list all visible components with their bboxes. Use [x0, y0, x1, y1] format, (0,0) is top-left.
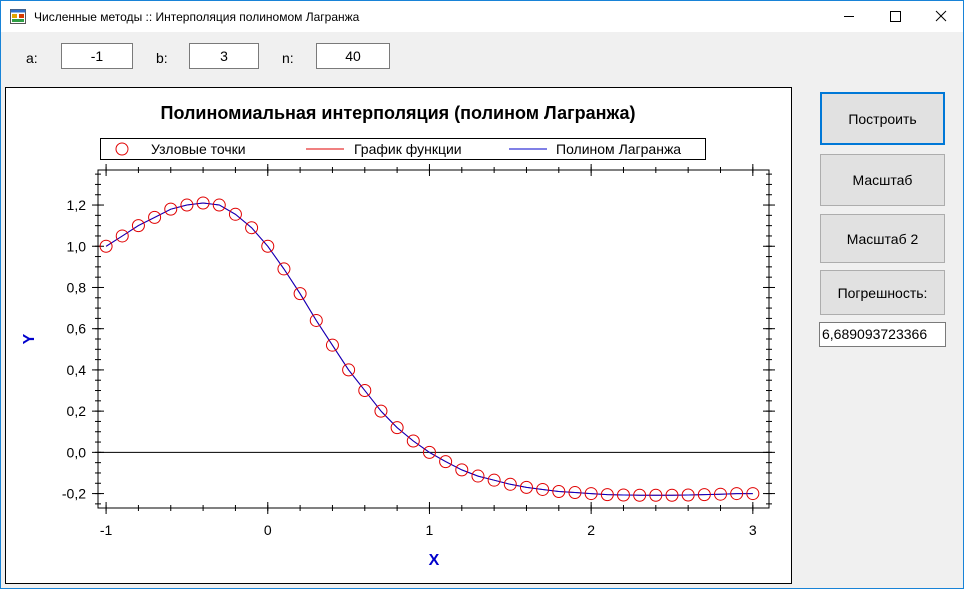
node-point — [746, 487, 760, 501]
y-tick-label: 0,8 — [67, 279, 87, 295]
a-input[interactable]: -1 — [61, 43, 133, 69]
node-point — [325, 338, 339, 352]
node-point — [342, 363, 356, 377]
b-input[interactable]: 3 — [189, 43, 259, 69]
b-label: b: — [156, 50, 168, 66]
close-icon — [935, 10, 947, 22]
node-point — [584, 487, 598, 501]
node-point — [649, 488, 663, 502]
node-point — [180, 198, 194, 212]
maximize-button[interactable] — [872, 1, 918, 32]
window-title: Численные методы :: Интерполяция полином… — [34, 10, 360, 24]
node-point — [374, 404, 388, 418]
node-point — [439, 455, 453, 469]
y-axis-label: Y — [21, 333, 38, 344]
scale-button[interactable]: Масштаб — [820, 154, 945, 206]
node-point — [228, 207, 242, 221]
node-point — [164, 202, 178, 216]
node-point — [665, 488, 679, 502]
minimize-button[interactable] — [826, 1, 872, 32]
close-button[interactable] — [918, 1, 964, 32]
node-point — [568, 486, 582, 500]
node-point — [633, 488, 647, 502]
y-tick-label: 0,4 — [67, 362, 87, 378]
node-point — [503, 477, 517, 491]
node-point — [697, 488, 711, 502]
node-point — [245, 221, 259, 235]
y-tick-label: 1,2 — [67, 197, 87, 213]
node-point — [406, 434, 420, 448]
node-point — [148, 210, 162, 224]
legend-marker-0 — [115, 142, 129, 156]
n-label: n: — [282, 50, 294, 66]
title-bar: Численные методы :: Интерполяция полином… — [1, 1, 963, 32]
node-point — [455, 463, 469, 477]
app-icon — [10, 9, 26, 24]
node-point — [681, 488, 695, 502]
a-label: a: — [26, 50, 38, 66]
node-point — [713, 487, 727, 501]
node-point — [277, 262, 291, 276]
y-tick-label: -0,2 — [62, 486, 86, 502]
y-tick-label: 1,0 — [67, 238, 87, 254]
x-tick-label: 0 — [264, 522, 272, 538]
node-point — [309, 313, 323, 327]
node-point — [293, 287, 307, 301]
series-line-2 — [105, 202, 753, 496]
error-button[interactable]: Погрешность: — [820, 270, 945, 315]
node-point — [600, 488, 614, 502]
node-point — [536, 482, 550, 496]
y-tick-label: 0,6 — [67, 321, 87, 337]
n-input[interactable]: 40 — [316, 43, 390, 69]
x-tick-label: 3 — [749, 522, 757, 538]
scale2-button[interactable]: Масштаб 2 — [820, 214, 945, 263]
maximize-icon — [890, 11, 901, 22]
minimize-icon — [844, 16, 854, 17]
node-point — [422, 445, 436, 459]
node-point — [552, 485, 566, 499]
node-point — [196, 196, 210, 210]
y-tick-label: 0,2 — [67, 403, 87, 419]
node-point — [99, 239, 113, 253]
node-point — [616, 488, 630, 502]
node-point — [471, 469, 485, 483]
node-point — [390, 421, 404, 435]
y-tick-label: 0,0 — [67, 444, 87, 460]
node-point — [212, 198, 226, 212]
node-point — [115, 229, 129, 243]
chart-title: Полиномиальная интерполяция (полином Лаг… — [161, 103, 636, 123]
chart-panel: Полиномиальная интерполяция (полином Лаг… — [5, 87, 792, 584]
error-value-field[interactable]: 6,689093723366 — [819, 322, 946, 347]
node-point — [261, 239, 275, 253]
legend-label-0: Узловые точки — [151, 141, 246, 157]
x-tick-label: -1 — [100, 522, 113, 538]
node-point — [358, 384, 372, 398]
build-button[interactable]: Построить — [820, 92, 945, 145]
legend-label-2: Полином Лагранжа — [556, 141, 681, 157]
x-axis-label: X — [429, 552, 440, 569]
node-point — [131, 219, 145, 233]
legend-label-1: График функции — [354, 141, 462, 157]
x-tick-label: 2 — [587, 522, 595, 538]
x-tick-label: 1 — [426, 522, 434, 538]
node-point — [519, 480, 533, 494]
node-point — [487, 473, 501, 487]
chart-svg: Полиномиальная интерполяция (полином Лаг… — [21, 103, 775, 569]
series-line-1 — [105, 202, 753, 496]
chart-legend-box — [100, 138, 706, 160]
node-point — [730, 487, 744, 501]
